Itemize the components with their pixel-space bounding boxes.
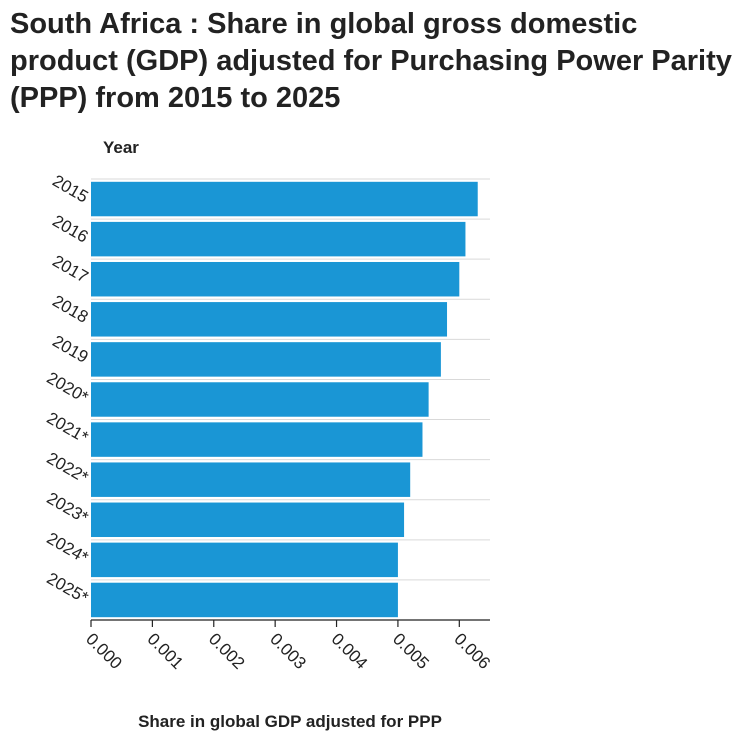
y-axis-label: Year (103, 138, 139, 157)
bar-2018 (91, 302, 448, 337)
x-tick-label: 0.001 (144, 629, 188, 673)
bar-2021 (91, 422, 423, 457)
bar-2024 (91, 542, 398, 578)
y-tick-label: 2023* (44, 489, 92, 528)
x-tick-label: 0.004 (328, 629, 372, 673)
x-tick-label: 0.005 (389, 629, 433, 673)
x-axis-label: Share in global GDP adjusted for PPP (138, 712, 442, 731)
chart-title: South Africa : Share in global gross dom… (10, 8, 732, 114)
y-tick-label: 2022* (44, 448, 92, 487)
x-tick-label: 0.002 (205, 629, 249, 673)
y-tick-label: 2017 (49, 251, 91, 286)
bar-2020 (91, 382, 429, 417)
bar-2017 (91, 261, 460, 297)
bar-2015 (91, 181, 478, 217)
x-axis-ticks: 0.000 0.001 0.002 0.003 0.004 0.005 0.006 (82, 620, 494, 673)
x-tick-label: 0.003 (266, 629, 310, 673)
x-tick-label: 0.000 (82, 629, 126, 673)
y-tick-label: 2018 (49, 291, 91, 326)
y-tick-label: 2024* (44, 529, 92, 568)
x-tick-label: 0.006 (450, 629, 494, 673)
y-axis-tick-labels: 2015 2016 2017 2018 20192020*2021*2022*2023*… (44, 171, 92, 607)
y-tick-label: 2016 (49, 211, 91, 246)
y-tick-label: 2019 (49, 332, 91, 367)
y-tick-label: 2020* (44, 368, 92, 407)
bar-2025 (91, 582, 398, 618)
bars (91, 181, 478, 618)
gridlines (91, 178, 490, 621)
bar-2023 (91, 502, 405, 538)
y-tick-label: 2025* (44, 569, 92, 608)
bar-2019 (91, 342, 441, 377)
y-tick-label: 2021* (44, 408, 92, 447)
bar-2022 (91, 462, 411, 497)
bar-2016 (91, 221, 466, 257)
y-tick-label: 2015 (49, 171, 91, 206)
